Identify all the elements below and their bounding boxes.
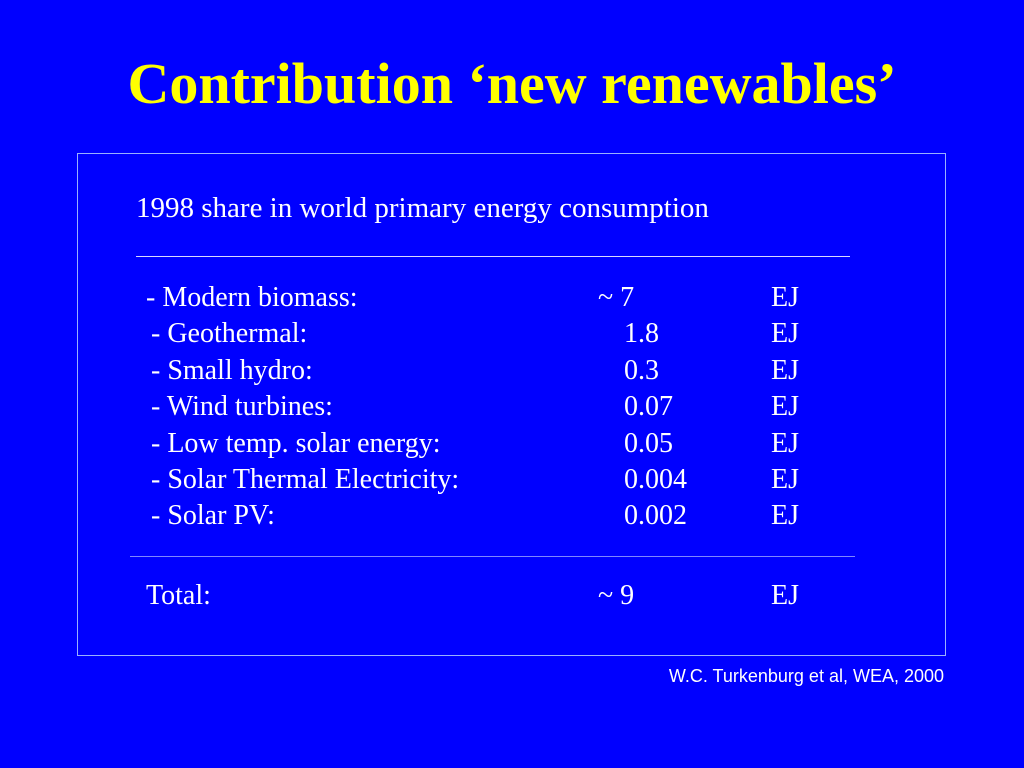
row-label: - Low temp. solar energy: [151,428,441,459]
row-unit: EJ [771,428,799,459]
table-row: - Modern biomass: ~ 7 EJ [0,279,1024,316]
total-unit: EJ [771,580,799,611]
row-label: - Small hydro: [151,355,313,386]
slide-title: Contribution ‘new renewables’ [127,51,897,116]
table-row: - Geothermal: 1.8 EJ [0,315,1024,352]
row-unit: EJ [771,282,799,313]
row-label: - Solar Thermal Electricity: [151,464,460,495]
table-row: - Wind turbines: 0.07 EJ [0,388,1024,425]
row-value: 0.3 [624,355,659,386]
row-value: 0.002 [624,500,687,531]
row-value: 0.004 [624,464,687,495]
row-value: ~ 7 [598,282,635,313]
row-value: 0.07 [624,391,673,422]
row-unit: EJ [771,391,799,422]
table-row: - Solar PV: 0.002 EJ [0,497,1024,534]
total-value: ~ 9 [598,580,635,611]
row-unit: EJ [771,355,799,386]
row-unit: EJ [771,318,799,349]
content-box [77,153,946,656]
table-row: - Small hydro: 0.3 EJ [0,352,1024,389]
table-heading: 1998 share in world primary energy consu… [136,192,709,224]
total-row: Total: ~ 9 EJ [0,577,1024,614]
total-separator [130,556,855,557]
row-unit: EJ [771,500,799,531]
row-label: - Wind turbines: [151,391,333,422]
source-citation: W.C. Turkenburg et al, WEA, 2000 [668,666,944,686]
row-value: 1.8 [624,318,659,349]
row-label: - Solar PV: [151,500,275,531]
table-row: - Low temp. solar energy: 0.05 EJ [0,425,1024,462]
row-label: - Modern biomass: [146,282,358,313]
table-row: - Solar Thermal Electricity: 0.004 EJ [0,461,1024,498]
row-value: 0.05 [624,428,673,459]
row-label: - Geothermal: [151,318,308,349]
row-unit: EJ [771,464,799,495]
heading-underline [136,256,850,257]
total-label: Total: [146,580,211,611]
